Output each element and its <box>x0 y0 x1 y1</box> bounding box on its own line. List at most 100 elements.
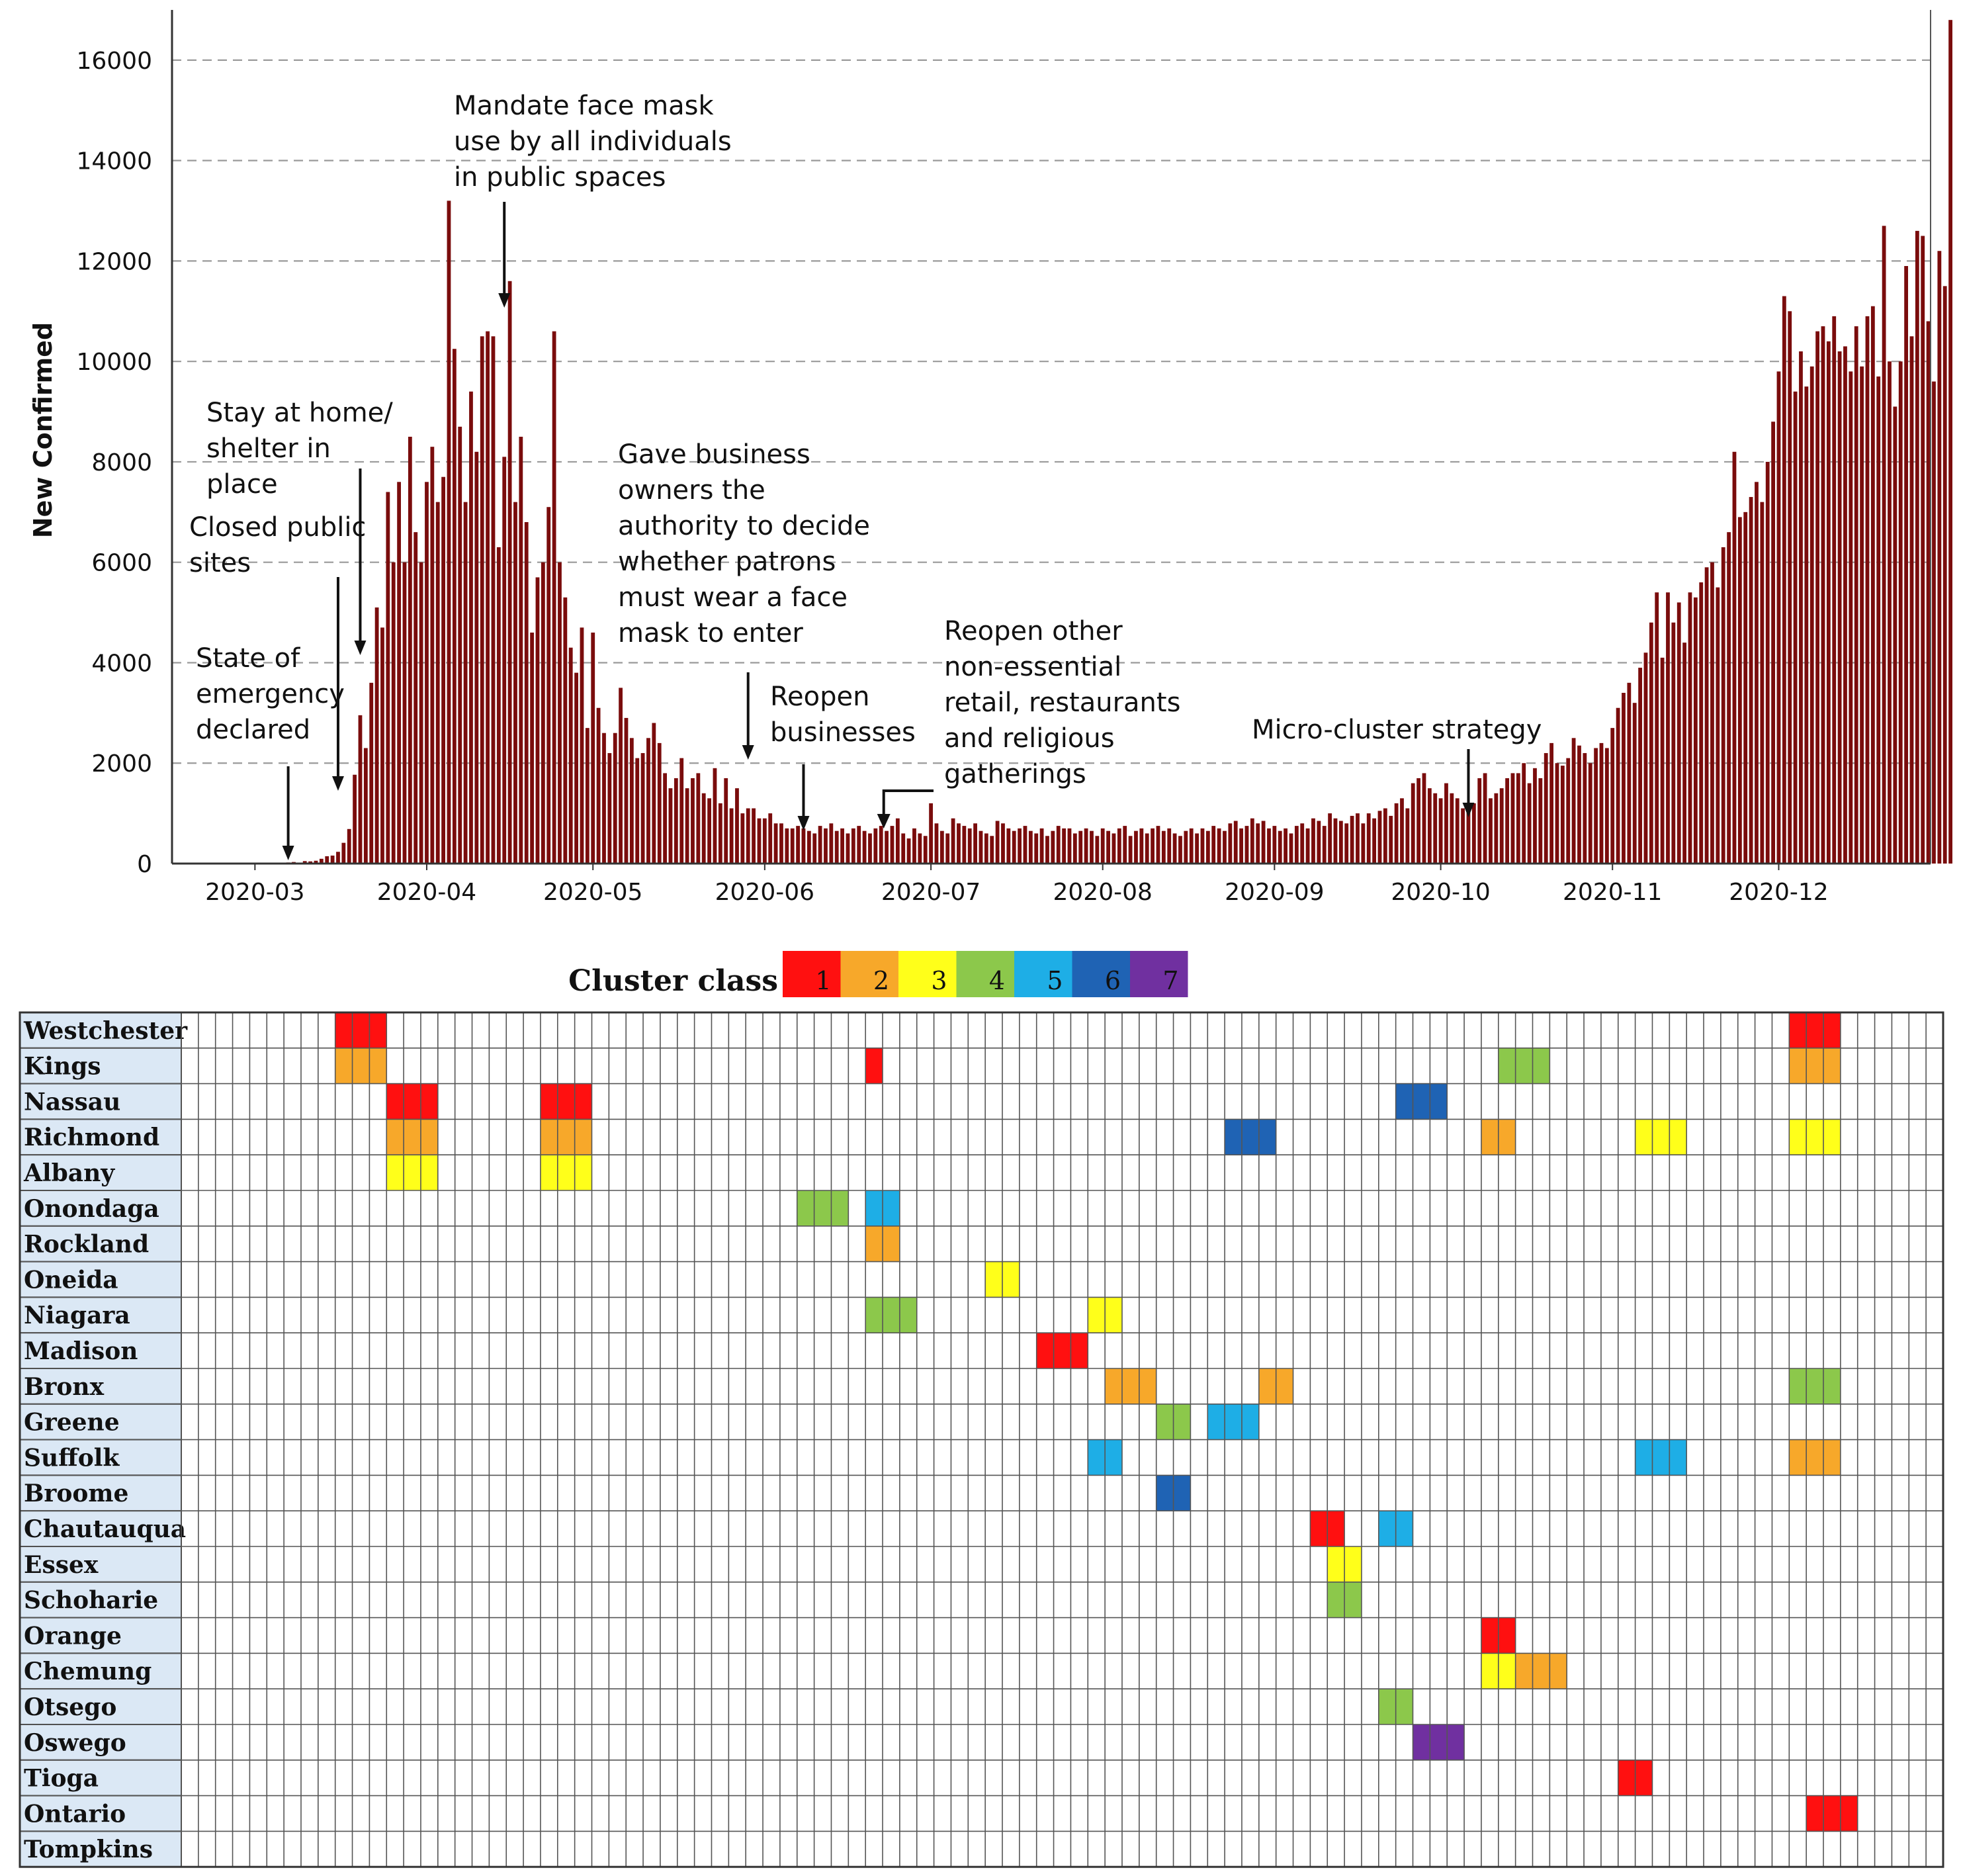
bar <box>558 562 562 864</box>
cluster-cell <box>1139 1368 1156 1404</box>
bar <box>824 828 828 864</box>
cluster-cell <box>1789 1119 1807 1155</box>
bar <box>1677 602 1681 864</box>
bar <box>840 828 844 864</box>
bar <box>1660 657 1665 864</box>
bar <box>1649 622 1653 864</box>
bar <box>419 562 423 864</box>
bar <box>447 201 451 864</box>
cluster-cell <box>1070 1333 1088 1368</box>
bar <box>619 688 623 864</box>
bar <box>1400 798 1404 864</box>
bar <box>957 823 961 864</box>
bar <box>1156 826 1160 864</box>
bar <box>353 774 357 864</box>
bar <box>414 532 418 864</box>
county-row: Bronx <box>19 1368 1841 1405</box>
county-label: Albany <box>23 1159 115 1187</box>
bar <box>574 672 578 864</box>
county-row: Ontario <box>19 1795 1858 1832</box>
grid-border <box>19 1011 1944 1868</box>
county-row: Albany <box>19 1154 592 1191</box>
annotation-arrowhead <box>742 745 754 760</box>
new-confirmed-bar-chart: 0 2000 4000 6000 8000 10000 12000 14000 16000 20… <box>28 10 1952 906</box>
bar <box>308 861 312 864</box>
bar <box>1366 813 1371 864</box>
bar <box>1604 748 1609 864</box>
cluster-cell <box>1823 1012 1841 1048</box>
bar <box>507 281 512 864</box>
bar <box>1100 828 1105 864</box>
cluster-cell <box>1327 1582 1345 1618</box>
cluster-cell <box>814 1190 832 1226</box>
cluster-cell <box>1515 1048 1533 1084</box>
cluster-cell <box>1156 1404 1174 1440</box>
cluster-cell <box>1823 1439 1841 1476</box>
bar <box>1549 742 1553 864</box>
y-tick-label: 16000 <box>76 48 152 75</box>
bar <box>1167 828 1172 864</box>
cluster-cell <box>1498 1119 1516 1155</box>
bar <box>1809 366 1814 864</box>
cluster-cell <box>1395 1511 1413 1546</box>
bar <box>1942 286 1947 864</box>
x-tick-label: 2020-04 <box>377 879 476 906</box>
bar <box>1566 758 1571 864</box>
cluster-cell <box>985 1261 1003 1298</box>
y-axis-title: New Confirmed <box>28 322 58 538</box>
cluster-cell <box>865 1297 883 1333</box>
cluster-cell <box>1002 1261 1020 1298</box>
cluster-cell <box>1207 1404 1225 1440</box>
legend-swatch <box>1130 951 1188 997</box>
cluster-cell <box>1669 1439 1687 1476</box>
legend-label: 4 <box>989 966 1005 995</box>
annotation-line: Closed public <box>189 512 366 543</box>
bar <box>1228 823 1233 864</box>
bar <box>1461 808 1465 864</box>
bar <box>685 788 689 864</box>
annotation-line: gatherings <box>944 759 1086 789</box>
legend-item: 4 <box>956 951 1014 997</box>
bar <box>1200 828 1205 864</box>
cluster-cell <box>369 1012 387 1048</box>
bar <box>1328 813 1332 864</box>
bar <box>1067 828 1072 864</box>
bar <box>1921 236 1925 864</box>
bar <box>1289 833 1293 864</box>
bar <box>868 833 872 864</box>
y-tick-label: 0 <box>137 851 152 878</box>
annotation: Reopen businesses <box>770 682 916 830</box>
county-row: Otsego <box>19 1688 1413 1725</box>
bar <box>369 682 374 864</box>
cluster-cell <box>865 1226 883 1262</box>
bar <box>1522 763 1526 864</box>
grid-lines <box>19 1011 1944 1868</box>
cluster-cell <box>369 1048 387 1084</box>
bar <box>934 823 939 864</box>
annotation-line: whether patrons <box>618 547 836 577</box>
bar <box>1172 833 1177 864</box>
bar <box>1045 836 1049 864</box>
cluster-cell <box>1618 1760 1635 1796</box>
bar <box>890 826 894 864</box>
cluster-cell <box>883 1297 900 1333</box>
county-label: Greene <box>24 1409 120 1437</box>
y-tick-label: 14000 <box>76 148 152 175</box>
bar <box>1666 592 1670 864</box>
bar <box>1062 828 1066 864</box>
cluster-cell <box>1789 1048 1807 1084</box>
bar <box>1161 830 1166 864</box>
bar <box>1278 830 1282 864</box>
bar <box>1821 326 1825 864</box>
bar <box>1760 502 1765 864</box>
bar <box>1782 296 1786 864</box>
cluster-cell <box>865 1048 883 1084</box>
cluster-cell <box>1088 1297 1106 1333</box>
bar <box>1106 830 1110 864</box>
bar <box>1489 798 1493 864</box>
county-label: Suffolk <box>24 1444 120 1472</box>
annotation-line: mask to enter <box>618 618 803 648</box>
bar <box>624 717 629 864</box>
bar <box>1854 326 1858 864</box>
bar <box>1643 652 1648 864</box>
